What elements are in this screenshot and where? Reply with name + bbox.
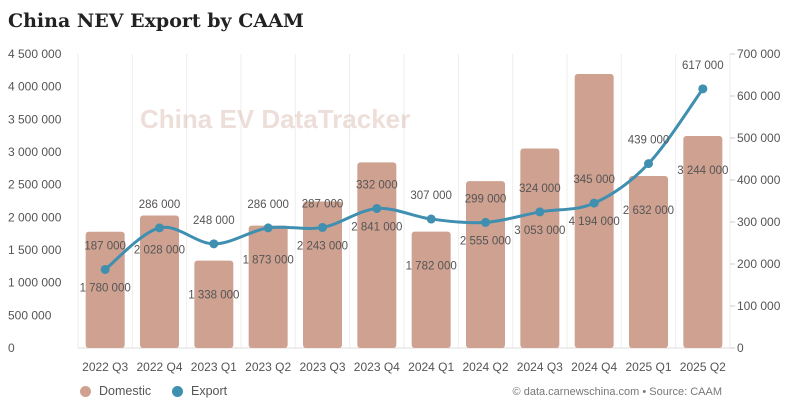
bar-data-label: 2 243 000 bbox=[297, 240, 348, 252]
legend-export[interactable]: Export bbox=[172, 384, 227, 398]
line-data-label: 299 000 bbox=[465, 193, 507, 205]
bar-domestic bbox=[629, 176, 668, 348]
left-tick-label: 1 000 000 bbox=[8, 276, 62, 290]
export-point bbox=[209, 239, 219, 249]
bar-domestic bbox=[140, 215, 179, 348]
bar-data-label: 1 873 000 bbox=[243, 255, 294, 267]
export-point bbox=[372, 204, 382, 214]
bar-domestic bbox=[520, 148, 560, 348]
export-point bbox=[426, 214, 436, 224]
right-tick-label: 700 000 bbox=[737, 47, 781, 61]
export-point bbox=[263, 223, 273, 233]
left-tick-label: 4 500 000 bbox=[8, 47, 62, 61]
chart-title: China NEV Export by CAAM bbox=[8, 10, 304, 32]
left-tick-label: 1 500 000 bbox=[8, 243, 62, 257]
export-point bbox=[644, 159, 653, 169]
bar-domestic bbox=[411, 231, 451, 348]
line-data-label: 332 000 bbox=[356, 180, 398, 192]
left-tick-label: 4 000 000 bbox=[8, 80, 62, 94]
bar-domestic bbox=[303, 201, 342, 348]
x-tick-label: 2024 Q4 bbox=[571, 360, 617, 374]
x-tick-label: 2024 Q2 bbox=[462, 360, 508, 374]
bar-data-label: 3 053 000 bbox=[514, 225, 565, 237]
x-tick-label: 2022 Q4 bbox=[136, 360, 182, 374]
x-tick-label: 2023 Q2 bbox=[245, 360, 291, 374]
left-tick-label: 500 000 bbox=[8, 308, 52, 322]
bar-data-label: 2 841 000 bbox=[351, 222, 402, 234]
x-tick-label: 2025 Q1 bbox=[625, 360, 671, 374]
right-tick-label: 600 000 bbox=[737, 89, 781, 103]
legend-label-export: Export bbox=[191, 384, 228, 398]
bar-data-label: 4 194 000 bbox=[569, 216, 620, 228]
watermark: China EV DataTracker bbox=[140, 104, 410, 134]
legend-swatch-export bbox=[172, 385, 183, 397]
bar-domestic bbox=[574, 73, 614, 348]
bar-domestic bbox=[466, 181, 505, 348]
right-tick-label: 300 000 bbox=[737, 215, 781, 229]
right-tick-label: 0 bbox=[737, 341, 744, 355]
x-tick-label: 2023 Q4 bbox=[354, 360, 400, 374]
bar-data-label: 3 244 000 bbox=[677, 165, 728, 177]
source-credit: © data.carnewschina.com • Source: CAAM bbox=[512, 386, 722, 398]
right-tick-label: 100 000 bbox=[737, 299, 781, 313]
x-tick-label: 2023 Q1 bbox=[191, 360, 237, 374]
export-point bbox=[318, 222, 327, 232]
bar-data-label: 1 780 000 bbox=[80, 282, 131, 294]
export-point bbox=[481, 217, 490, 227]
legend-swatch-domestic bbox=[80, 385, 91, 397]
left-tick-label: 2 500 000 bbox=[8, 178, 62, 192]
bar-data-label: 1 338 000 bbox=[188, 290, 239, 302]
line-data-label: 617 000 bbox=[682, 60, 724, 72]
line-data-label: 187 000 bbox=[84, 240, 126, 252]
line-data-label: 324 000 bbox=[519, 183, 561, 195]
x-tick-label: 2024 Q1 bbox=[408, 360, 454, 374]
line-data-label: 248 000 bbox=[193, 215, 235, 227]
x-tick-label: 2024 Q3 bbox=[517, 360, 563, 374]
right-tick-label: 500 000 bbox=[737, 131, 781, 145]
legend-label-domestic: Domestic bbox=[99, 384, 152, 398]
bar-data-label: 2 028 000 bbox=[134, 245, 185, 257]
x-tick-label: 2023 Q3 bbox=[299, 360, 345, 374]
bar-domestic bbox=[194, 260, 234, 348]
line-data-label: 307 000 bbox=[410, 190, 452, 202]
right-tick-label: 200 000 bbox=[737, 257, 781, 271]
export-line bbox=[104, 87, 705, 271]
line-data-label: 345 000 bbox=[573, 174, 615, 186]
line-data-label: 287 000 bbox=[302, 198, 344, 210]
right-tick-label: 400 000 bbox=[737, 173, 781, 187]
left-tick-label: 3 500 000 bbox=[8, 112, 62, 126]
left-tick-label: 2 000 000 bbox=[8, 210, 62, 224]
bar-domestic bbox=[248, 225, 288, 348]
export-point bbox=[589, 198, 599, 208]
bar-domestic bbox=[683, 136, 723, 348]
line-data-label: 286 000 bbox=[247, 199, 289, 211]
source-text: data.carnewschina.com • Source: CAAM bbox=[523, 386, 722, 398]
left-tick-label: 0 bbox=[8, 341, 15, 355]
export-point bbox=[535, 207, 545, 217]
export-point bbox=[698, 84, 708, 94]
legend-domestic[interactable]: Domestic bbox=[80, 384, 151, 398]
export-point bbox=[155, 223, 164, 233]
bar-data-label: 2 555 000 bbox=[460, 235, 511, 247]
line-data-label: 439 000 bbox=[628, 135, 670, 147]
left-tick-label: 3 000 000 bbox=[8, 145, 62, 159]
bar-data-label: 2 632 000 bbox=[623, 205, 674, 217]
bar-data-label: 1 782 000 bbox=[406, 261, 457, 273]
line-data-label: 286 000 bbox=[139, 199, 181, 211]
export-point bbox=[100, 264, 110, 274]
x-tick-label: 2025 Q2 bbox=[680, 360, 726, 374]
x-tick-label: 2022 Q3 bbox=[82, 360, 128, 374]
